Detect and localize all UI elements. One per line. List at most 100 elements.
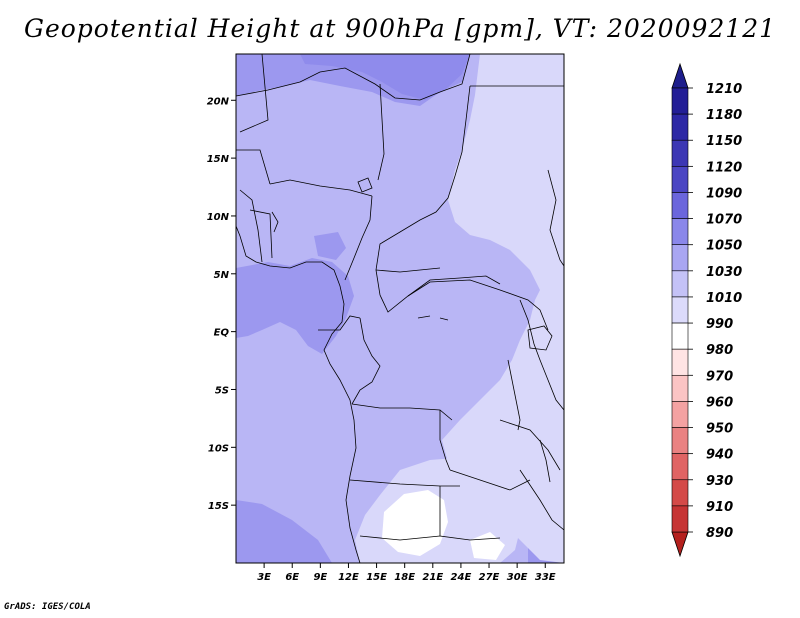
colorbar-label: 930 (706, 474, 733, 489)
colorbar-label: 1120 (706, 160, 742, 175)
border-angola-south (349, 479, 460, 487)
y-tick-label: 10N (207, 212, 230, 223)
field-region-kalahari-min-2 (470, 532, 505, 560)
y-tick-label: 20N (207, 96, 230, 107)
border-drc-north (407, 279, 549, 331)
border-namibia-botswana (439, 486, 501, 541)
x-axis: 3E 6E 9E 12E 15E 18E 21E 24E 27E 30E 33E (257, 563, 556, 583)
field-region-gulf-high-2 (314, 232, 346, 260)
x-tick-label: 27E (479, 572, 500, 583)
x-tick-label: 12E (338, 572, 359, 583)
border-ethiopia (547, 169, 564, 267)
lake-tanganyika (507, 359, 521, 431)
y-tick-label: 5N (214, 270, 230, 281)
border-mozambique (519, 469, 564, 531)
x-tick-label: 3E (257, 572, 271, 583)
colorbar-label: 1070 (706, 213, 742, 228)
y-axis: 20N 15N 10N 5N EQ 5S 10S 15S (207, 96, 236, 512)
colorbar-label: 910 (706, 500, 733, 515)
border-congo-drc (351, 317, 381, 405)
lake-malawi (539, 439, 551, 483)
y-tick-label: 10S (208, 443, 229, 454)
colorbar-label: 1210 (706, 82, 742, 97)
x-tick-label: 24E (451, 572, 472, 583)
colorbar-label: 1030 (706, 265, 742, 280)
field-region-east-africa-low (442, 54, 564, 563)
border-west-sahel (236, 149, 271, 185)
border-niger-chad (377, 83, 385, 181)
border-south-africa (359, 535, 441, 541)
chart-title: Geopotential Height at 900hPa [gpm], VT:… (23, 14, 777, 43)
border-niger-south (269, 179, 373, 197)
colorbar-label: 940 (706, 448, 733, 463)
colorbar-swatch (671, 166, 689, 193)
geopotential-field (236, 54, 564, 563)
x-tick-label: 21E (422, 572, 443, 583)
y-tick-label: 15S (208, 501, 229, 512)
y-tick-label: 5S (215, 385, 229, 396)
map-frame (235, 53, 565, 564)
colorbar-label: 950 (706, 422, 733, 437)
lake-chad (357, 177, 373, 193)
border-cameroon-car (375, 267, 441, 273)
x-tick-label: 9E (313, 572, 327, 583)
border-mali-niger (239, 54, 269, 133)
colorbar-label: 970 (706, 369, 733, 384)
border-zambia (449, 469, 531, 491)
colorbar-swatch (671, 296, 689, 324)
colorbar-swatch (671, 401, 689, 428)
colorbar-swatch (671, 453, 689, 481)
y-tick-label: 15N (207, 154, 230, 165)
colorbar-swatch (671, 113, 689, 141)
colorbar-swatch (671, 218, 689, 246)
colorbar-label: 990 (706, 317, 733, 332)
border-sahara-north (236, 54, 471, 101)
colorbar-swatch (671, 348, 689, 376)
field-region-sw-atlantic-high (236, 500, 332, 563)
y-tick-label: EQ (214, 328, 230, 339)
colorbar-label: 960 (706, 395, 733, 410)
colorbar-swatch (671, 192, 689, 219)
colorbar-swatch (671, 87, 689, 115)
border-nigeria-east (344, 195, 373, 281)
coastline-west-africa (236, 225, 361, 563)
border-east-great-lakes (519, 299, 564, 411)
colorbar-bottom-arrow (671, 531, 689, 558)
colorbar-swatch (671, 374, 689, 402)
colorbar-swatch (671, 427, 689, 454)
colorbar-swatch (671, 479, 689, 507)
colorbar-swatch (671, 270, 689, 298)
colorbar-label: 1180 (706, 108, 742, 123)
border-gabon (318, 315, 361, 331)
lakes (271, 177, 553, 483)
colorbar-swatch (671, 322, 689, 350)
grads-credit: GrADS: IGES/COLA (4, 602, 91, 612)
x-tick-label: 30E (507, 572, 528, 583)
colorbar-top-arrow (671, 62, 689, 89)
lake-victoria (527, 325, 553, 351)
x-tick-label: 15E (366, 572, 387, 583)
border-angola-drc (439, 410, 451, 471)
lake-volta (271, 211, 279, 233)
colorbar-label: 1050 (706, 239, 742, 254)
colorbar-label: 1010 (706, 291, 742, 306)
political-borders (236, 54, 564, 563)
border-chad-sudan (375, 85, 501, 313)
colorbar-label: 1150 (706, 134, 742, 149)
colorbar-swatch (671, 139, 689, 167)
colorbar-swatch (671, 244, 689, 272)
field-region-north-strong-high-2 (300, 54, 470, 100)
colorbar-label: 1090 (706, 186, 742, 201)
border-tanzania (499, 419, 561, 471)
x-tick-label: 33E (535, 572, 556, 583)
lake-congo-basin (417, 315, 449, 321)
colorbar-label: 890 (706, 526, 733, 541)
colorbar-swatch (671, 505, 689, 533)
x-tick-label: 18E (394, 572, 415, 583)
colorbar-label: 980 (706, 343, 733, 358)
border-guinea-coast (239, 189, 263, 263)
border-angola-north (351, 403, 453, 421)
border-ivory-ghana (249, 209, 273, 259)
colorbar: 1210 1180 1150 1120 1090 1070 1050 1030 1010 990 9… (671, 62, 742, 558)
